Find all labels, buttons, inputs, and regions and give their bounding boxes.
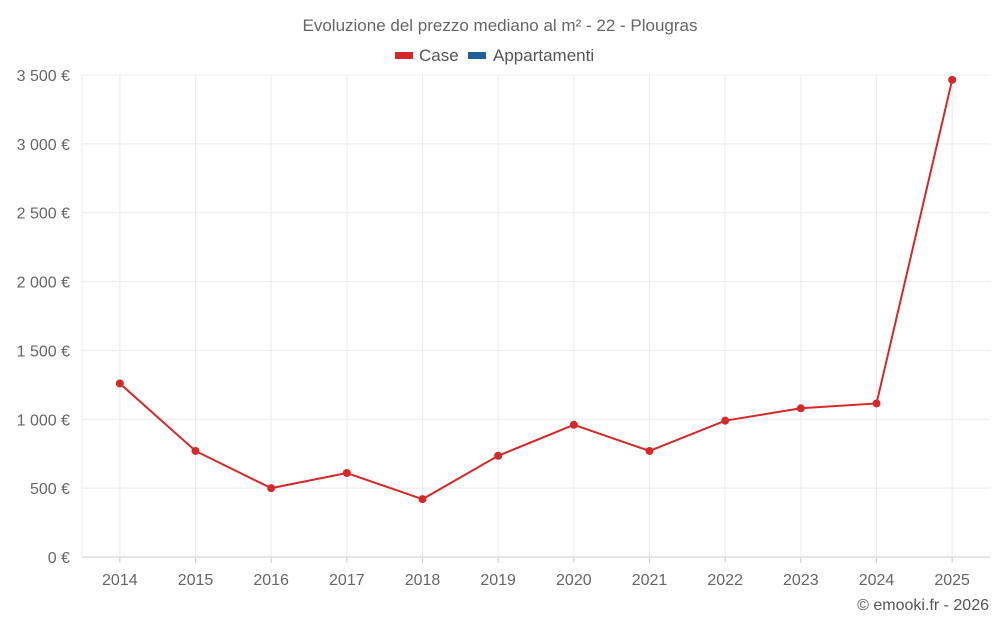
y-tick-label: 0 €	[48, 550, 70, 567]
series-case	[115, 75, 957, 504]
x-tick-label: 2016	[253, 572, 289, 589]
x-tick-label: 2019	[480, 572, 516, 589]
x-tick-label: 2022	[707, 572, 743, 589]
x-tick-label: 2015	[178, 572, 214, 589]
data-point-2023[interactable]	[796, 404, 805, 413]
legend-label-appartamenti: Appartamenti	[493, 46, 594, 65]
credit-text: © emooki.fr - 2026	[857, 597, 989, 614]
data-point-2025[interactable]	[948, 75, 957, 84]
data-point-2024[interactable]	[872, 399, 881, 408]
y-tick-label: 2 500 €	[17, 206, 70, 223]
y-tick-label: 1 000 €	[17, 412, 70, 429]
data-point-2018[interactable]	[418, 495, 427, 504]
y-tick-label: 3 000 €	[17, 137, 70, 154]
data-point-2021[interactable]	[645, 446, 654, 455]
x-tick-label: 2024	[859, 572, 895, 589]
legend-swatch-case	[395, 52, 413, 59]
x-tick-label: 2021	[632, 572, 668, 589]
data-point-2020[interactable]	[569, 420, 578, 429]
y-tick-label: 2 000 €	[17, 275, 70, 292]
x-tick-label: 2017	[329, 572, 365, 589]
data-point-2016[interactable]	[267, 484, 276, 493]
legend-item-case[interactable]: Case	[395, 46, 459, 65]
data-point-2017[interactable]	[342, 468, 351, 477]
x-tick-label: 2014	[102, 572, 138, 589]
chart-title: Evoluzione del prezzo mediano al m² - 22…	[303, 16, 698, 35]
x-tick-label: 2025	[934, 572, 970, 589]
data-point-2015[interactable]	[191, 446, 200, 455]
x-tick-label: 2020	[556, 572, 592, 589]
y-tick-label: 500 €	[30, 481, 70, 498]
x-axis: 2014 2015 2016 2017 2018 2019 2020 2021 2022 2023…	[102, 557, 970, 589]
x-tick-label: 2018	[405, 572, 441, 589]
y-axis: 0 € 500 € 1 000 € 1 500 € 2 000 € 2 500 € 3 00…	[17, 68, 70, 567]
legend-swatch-appartamenti	[468, 52, 486, 59]
data-point-2022[interactable]	[721, 416, 730, 425]
series-line-case	[119, 79, 954, 501]
y-tick-label: 3 500 €	[17, 68, 70, 85]
data-point-2019[interactable]	[494, 451, 503, 460]
grid	[81, 74, 990, 558]
legend-label-case: Case	[419, 46, 459, 65]
y-tick-label: 1 500 €	[17, 343, 70, 360]
legend-item-appartamenti[interactable]: Appartamenti	[468, 46, 594, 65]
legend: Case Appartamenti	[395, 46, 594, 65]
x-tick-label: 2023	[783, 572, 819, 589]
data-point-2014[interactable]	[115, 379, 124, 388]
